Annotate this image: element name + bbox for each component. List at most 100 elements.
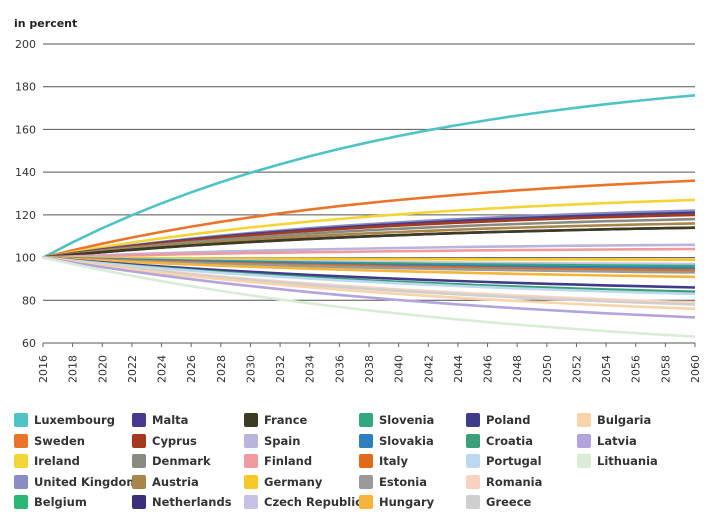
y-tick-label: 200: [15, 38, 36, 51]
legend-item-estonia: Estonia: [359, 472, 427, 492]
legend-label: Czech Republic: [264, 495, 362, 509]
x-tick-label: 2056: [630, 355, 643, 383]
legend-swatch: [244, 495, 258, 509]
series-line-luxembourg: [42, 94, 696, 259]
x-tick-label: 2046: [482, 355, 495, 383]
legend-item-greece: Greece: [466, 492, 531, 512]
legend-item-czech-republic: Czech Republic: [244, 492, 362, 512]
series-line-denmark: [42, 217, 696, 259]
x-tick-label: 2026: [185, 355, 198, 383]
legend-item-bulgaria: Bulgaria: [577, 410, 651, 430]
x-tick-label: 2032: [274, 355, 287, 383]
legend-item-france: France: [244, 410, 307, 430]
legend-label: Latvia: [597, 433, 637, 448]
legend-label: Spain: [264, 433, 301, 448]
x-tick-labels: 2016 2018 2020 2022 2024 2026 2028 2030 2032 2034…: [37, 343, 702, 383]
legend-label: Romania: [486, 474, 543, 489]
legend-swatch: [359, 474, 373, 489]
legend-item-hungary: Hungary: [359, 492, 434, 512]
legend-item-poland: Poland: [466, 410, 530, 430]
legend-label: Portugal: [486, 454, 542, 468]
legend-item-spain: Spain: [244, 431, 300, 451]
y-tick-label: 160: [15, 123, 36, 136]
legend-swatch: [466, 474, 480, 489]
legend-swatch: [14, 413, 28, 427]
series-line-finland: [42, 247, 696, 259]
legend-swatch: [466, 454, 480, 468]
legend-item-austria: Austria: [132, 472, 199, 492]
legend-label: Hungary: [379, 495, 435, 509]
legend-item-slovakia: Slovakia: [359, 431, 434, 451]
y-tick-label: 80: [22, 294, 36, 307]
legend-label: Poland: [486, 413, 531, 427]
legend-item-croatia: Croatia: [466, 431, 533, 451]
legend-label: Cyprus: [152, 433, 197, 448]
y-tick-label: 120: [15, 209, 36, 222]
legend-label: Belgium: [34, 495, 87, 509]
legend-swatch: [132, 495, 146, 509]
legend-item-finland: Finland: [244, 451, 312, 471]
legend-label: France: [264, 413, 308, 427]
legend-swatch: [244, 433, 258, 448]
series-line-sweden: [42, 179, 696, 259]
y-axis-unit-label: in percent: [14, 17, 78, 30]
legend-label: Croatia: [486, 433, 533, 448]
legend-label: Bulgaria: [597, 413, 652, 427]
x-tick-label: 2018: [67, 355, 80, 383]
x-tick-label: 2052: [570, 355, 583, 383]
legend-item-portugal: Portugal: [466, 451, 542, 471]
x-tick-label: 2050: [541, 355, 554, 383]
x-tick-label: 2038: [363, 355, 376, 383]
legend-swatch: [244, 474, 258, 489]
legend-swatch: [466, 413, 480, 427]
series-line-lithuania: [42, 256, 696, 338]
legend-label: Slovenia: [379, 413, 435, 427]
legend: Luxembourg Sweden Ireland United Kingdom Bel…: [14, 410, 704, 520]
legend-swatch: [359, 433, 373, 448]
y-tick-labels: 60 80 100 120 140 160 180 200: [15, 38, 36, 350]
x-tick-label: 2040: [393, 355, 406, 383]
legend-item-romania: Romania: [466, 472, 542, 492]
series-line-austria: [42, 222, 696, 259]
legend-item-ireland: Ireland: [14, 451, 80, 471]
legend-label: Sweden: [34, 433, 85, 448]
legend-label: Estonia: [379, 474, 427, 489]
legend-swatch: [132, 474, 146, 489]
legend-swatch: [359, 454, 373, 468]
x-tick-label: 2058: [659, 355, 672, 383]
legend-label: Finland: [264, 454, 313, 468]
legend-swatch: [14, 495, 28, 509]
legend-label: Denmark: [152, 454, 211, 468]
series-line-portugal: [42, 256, 696, 296]
legend-item-denmark: Denmark: [132, 451, 211, 471]
series-line-france: [42, 226, 696, 259]
legend-item-malta: Malta: [132, 410, 188, 430]
legend-swatch: [466, 495, 480, 509]
x-tick-label: 2048: [511, 355, 524, 383]
legend-item-luxembourg: Luxembourg: [14, 410, 115, 430]
y-tick-label: 100: [15, 252, 36, 265]
series-line-bulgaria: [42, 256, 696, 311]
legend-label: Netherlands: [152, 495, 232, 509]
legend-label: Slovakia: [379, 433, 434, 448]
legend-swatch: [577, 413, 591, 427]
x-tick-label: 2028: [215, 355, 228, 383]
legend-swatch: [466, 433, 480, 448]
legend-swatch: [14, 454, 28, 468]
legend-item-netherlands: Netherlands: [132, 492, 232, 512]
x-tick-label: 2030: [244, 355, 257, 383]
x-tick-label: 2024: [156, 355, 169, 383]
legend-item-belgium: Belgium: [14, 492, 87, 512]
legend-item-lithuania: Lithuania: [577, 451, 658, 471]
legend-label: Austria: [152, 474, 199, 489]
x-tick-label: 2020: [96, 355, 109, 383]
x-tick-label: 2044: [452, 355, 465, 383]
x-tick-label: 2060: [689, 355, 702, 383]
legend-swatch: [244, 454, 258, 468]
legend-label: Malta: [152, 413, 189, 427]
legend-swatch: [132, 413, 146, 427]
legend-item-cyprus: Cyprus: [132, 431, 197, 451]
x-tick-label: 2034: [304, 355, 317, 383]
legend-label: United Kingdom: [34, 474, 139, 489]
